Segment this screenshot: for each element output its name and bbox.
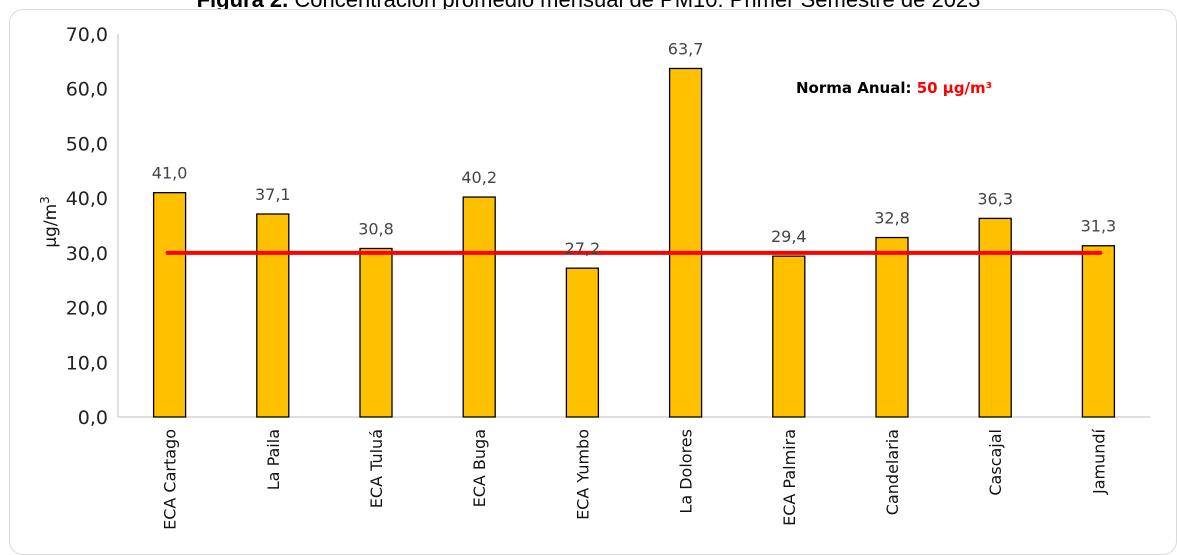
bar-series: [152, 67, 1116, 418]
data-label: 32,8: [874, 209, 910, 228]
x-category-label: Cascajal: [986, 429, 1005, 496]
y-axis-label-superscript: 3: [38, 196, 52, 204]
bar: [668, 67, 703, 418]
x-category-label: ECA Tuluá: [367, 429, 386, 508]
y-tick-label: 10,0: [66, 352, 108, 374]
x-axis-categories: ECA Cartago La Paila ECA Tuluá ECA Buga ECA …: [161, 428, 1109, 529]
bar: [772, 255, 806, 418]
y-axis-ticks: 0,0 10,0 20,0 30,0 40,0 50,0 60,0 70,0: [66, 24, 108, 429]
norm-annotation-value: 50 µg/m³: [917, 79, 993, 97]
data-label: 31,3: [1081, 217, 1117, 236]
y-tick-label: 20,0: [66, 298, 108, 320]
y-tick-label: 0,0: [78, 407, 108, 429]
x-category-label: ECA Cartago: [161, 429, 180, 530]
bar: [462, 196, 496, 418]
x-category-label: ECA Buga: [470, 429, 489, 507]
data-label: 29,4: [771, 227, 807, 246]
x-category-label: ECA Yumbo: [573, 429, 592, 520]
y-axis-label: µg/m3: [38, 196, 61, 248]
norm-annotation-label: Norma Anual:: [796, 79, 917, 97]
data-label: 37,1: [255, 185, 291, 204]
x-category-label: La Paila: [264, 429, 283, 490]
y-axis-label-unit: µg/m: [41, 204, 61, 248]
y-tick-label: 60,0: [66, 79, 108, 101]
data-label: 36,3: [977, 189, 1013, 208]
data-labels: 41,0 37,1 30,8 40,2 27,2 63,7 29,4 32,8 36,3 31,3: [152, 39, 1116, 258]
bar: [152, 192, 187, 418]
x-category-label: Candelaria: [883, 429, 902, 515]
bar: [1081, 245, 1116, 418]
y-tick-label: 40,0: [66, 188, 108, 210]
bar: [565, 267, 600, 418]
bar: [256, 213, 290, 418]
bar: [978, 217, 1012, 418]
y-tick-label: 30,0: [66, 243, 108, 265]
data-label: 27,2: [565, 239, 601, 258]
data-label: 30,8: [358, 219, 394, 238]
bar: [875, 236, 909, 418]
x-category-label: La Dolores: [677, 429, 696, 514]
y-tick-label: 50,0: [66, 133, 108, 155]
data-label: 41,0: [152, 164, 188, 183]
axes: [117, 34, 1150, 418]
x-category-label: ECA Palmira: [780, 429, 799, 526]
y-tick-label: 70,0: [66, 24, 108, 46]
data-label: 63,7: [668, 39, 704, 58]
data-label: 40,2: [461, 168, 497, 187]
norm-annotation: Norma Anual: 50 µg/m³: [796, 79, 992, 97]
bar: [359, 247, 393, 418]
x-category-label: Jamundí: [1089, 428, 1108, 495]
